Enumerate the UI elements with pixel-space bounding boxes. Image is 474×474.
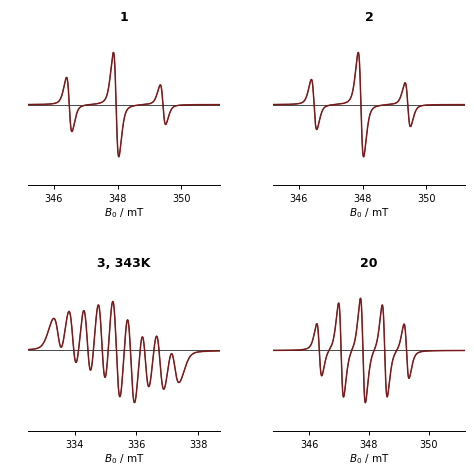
- Title: 3, 343K: 3, 343K: [97, 256, 151, 270]
- Title: 2: 2: [365, 11, 373, 24]
- Title: 20: 20: [360, 256, 378, 270]
- X-axis label: $B_0$ / mT: $B_0$ / mT: [348, 206, 389, 219]
- X-axis label: $B_0$ / mT: $B_0$ / mT: [104, 206, 145, 219]
- Title: 1: 1: [120, 11, 128, 24]
- X-axis label: $B_0$ / mT: $B_0$ / mT: [348, 452, 389, 465]
- X-axis label: $B_0$ / mT: $B_0$ / mT: [104, 452, 145, 465]
